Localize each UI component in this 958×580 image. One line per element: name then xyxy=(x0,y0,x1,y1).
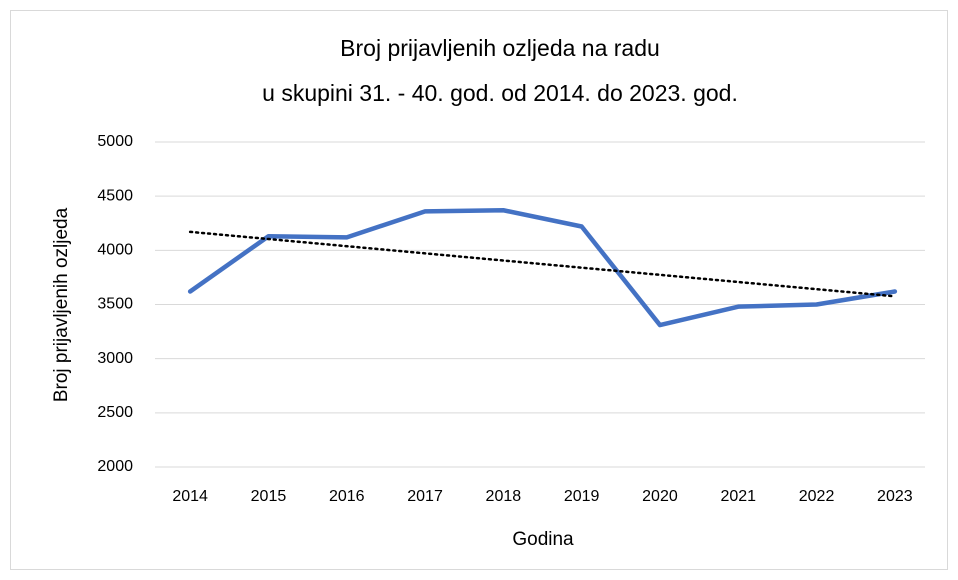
trendline xyxy=(188,230,897,298)
y-tick-label: 2500 xyxy=(97,404,133,421)
chart-subtitle: u skupini 31. - 40. god. od 2014. do 202… xyxy=(262,80,738,106)
x-tick-label: 2014 xyxy=(172,488,208,505)
x-tick-label: 2016 xyxy=(329,488,365,505)
x-tick-label: 2019 xyxy=(564,488,600,505)
y-tick-label: 4500 xyxy=(97,187,133,204)
x-axis-label: Godina xyxy=(512,529,574,550)
y-tick-label: 4000 xyxy=(97,242,133,259)
y-tick-label: 5000 xyxy=(97,133,133,150)
chart-title: Broj prijavljenih ozljeda na radu xyxy=(340,35,660,61)
chart-frame xyxy=(10,10,948,570)
x-tick-label: 2021 xyxy=(720,488,756,505)
x-tick-label: 2022 xyxy=(799,488,835,505)
y-tick-label: 3500 xyxy=(97,296,133,313)
x-tick-label: 2020 xyxy=(642,488,678,505)
x-tick-label: 2018 xyxy=(486,488,522,505)
x-tick-label: 2015 xyxy=(251,488,287,505)
y-tick-label: 3000 xyxy=(97,350,133,367)
y-tick-label: 2000 xyxy=(97,458,133,475)
x-tick-label: 2017 xyxy=(407,488,443,505)
x-tick-label: 2023 xyxy=(877,488,913,505)
y-axis-label: Broj prijavljenih ozljeda xyxy=(51,207,72,402)
data-line xyxy=(187,208,898,328)
